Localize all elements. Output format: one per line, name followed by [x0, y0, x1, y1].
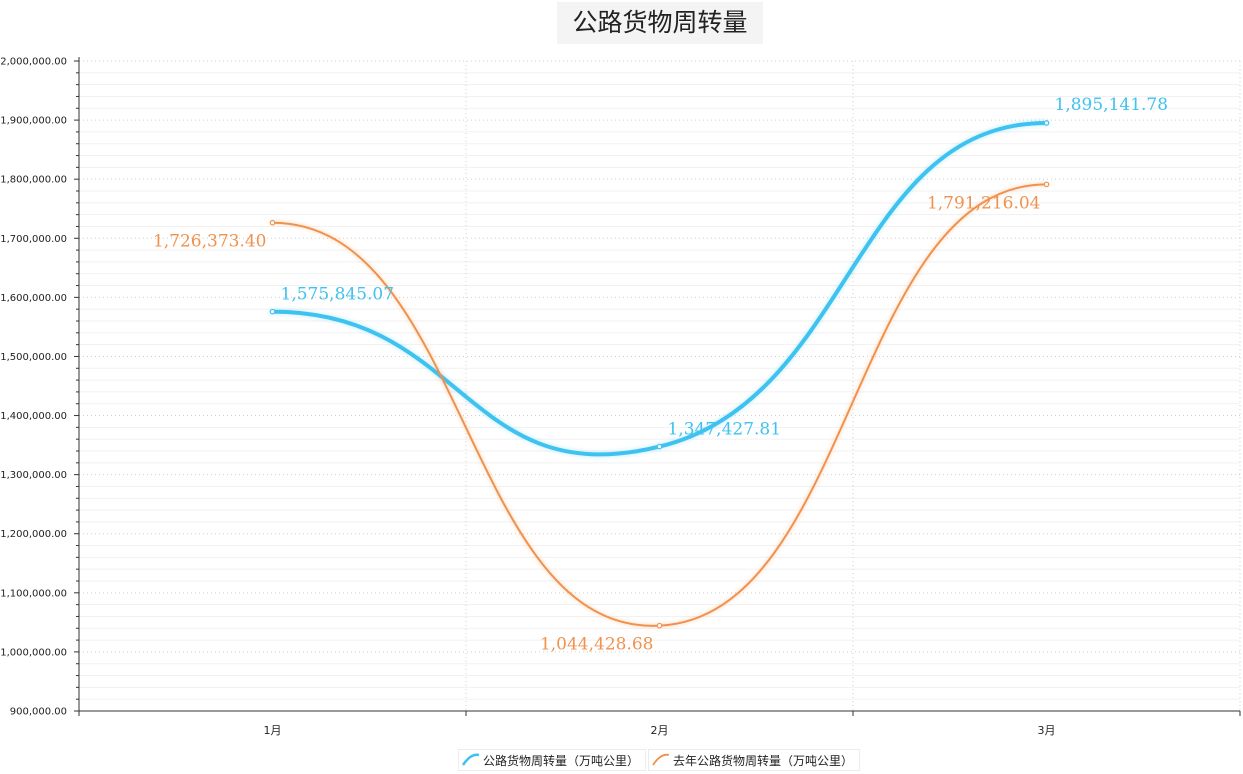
data-point[interactable]: [1043, 181, 1050, 188]
x-tick-label: 1月: [264, 724, 282, 737]
series: [269, 119, 1050, 629]
data-label: 1,895,141.78: [1055, 95, 1169, 115]
data-label: 1,726,373.40: [153, 232, 267, 252]
legend-item-last-year[interactable]: 去年公路货物周转量（万吨公里）: [648, 749, 861, 771]
y-tick-label: 1,100,000.00: [0, 588, 67, 599]
data-point[interactable]: [656, 443, 663, 450]
y-tick-label: 1,400,000.00: [0, 411, 67, 422]
y-tick-label: 1,700,000.00: [0, 234, 67, 245]
axes: 2,000,000.00 1,900,000.00 1,800,000.00 1,70…: [0, 57, 1241, 737]
data-label: 1,791,216.04: [927, 193, 1041, 213]
legend-label-current: 公路货物周转量（万吨公里）: [483, 753, 640, 768]
legend-swatch-last-year: [652, 753, 670, 766]
y-tick-label: 1,000,000.00: [0, 647, 67, 658]
data-point[interactable]: [269, 219, 276, 226]
x-tick-label: 3月: [1038, 724, 1056, 737]
y-tick-label: 1,900,000.00: [0, 116, 67, 127]
y-tick-label: 1,600,000.00: [0, 293, 67, 304]
y-tick-label: 1,800,000.00: [0, 175, 67, 186]
y-tick-label: 1,500,000.00: [0, 352, 67, 363]
y-tick-label: 1,300,000.00: [0, 470, 67, 481]
data-label: 1,347,427.81: [668, 420, 782, 440]
y-tick-label: 2,000,000.00: [0, 57, 67, 68]
data-point[interactable]: [269, 308, 276, 315]
data-point[interactable]: [656, 622, 663, 629]
legend-swatch-current: [461, 753, 480, 766]
y-tick-label: 1,200,000.00: [0, 529, 67, 540]
data-label: 1,575,845.07: [281, 285, 395, 305]
x-tick-label: 2月: [651, 724, 669, 737]
legend: 公路货物周转量（万吨公里） 去年公路货物周转量（万吨公里）: [458, 749, 862, 771]
data-labels: 1,575,845.07 1,347,427.81 1,895,141.78 1,72…: [153, 95, 1168, 655]
legend-item-current[interactable]: 公路货物周转量（万吨公里）: [458, 749, 647, 771]
data-label: 1,044,428.68: [540, 635, 654, 655]
grid: [79, 60, 1241, 712]
legend-label-last-year: 去年公路货物周转量（万吨公里）: [673, 753, 854, 768]
chart-title: 公路货物周转量: [557, 2, 763, 44]
y-tick-label: 900,000.00: [10, 707, 67, 718]
data-point[interactable]: [1043, 120, 1050, 126]
